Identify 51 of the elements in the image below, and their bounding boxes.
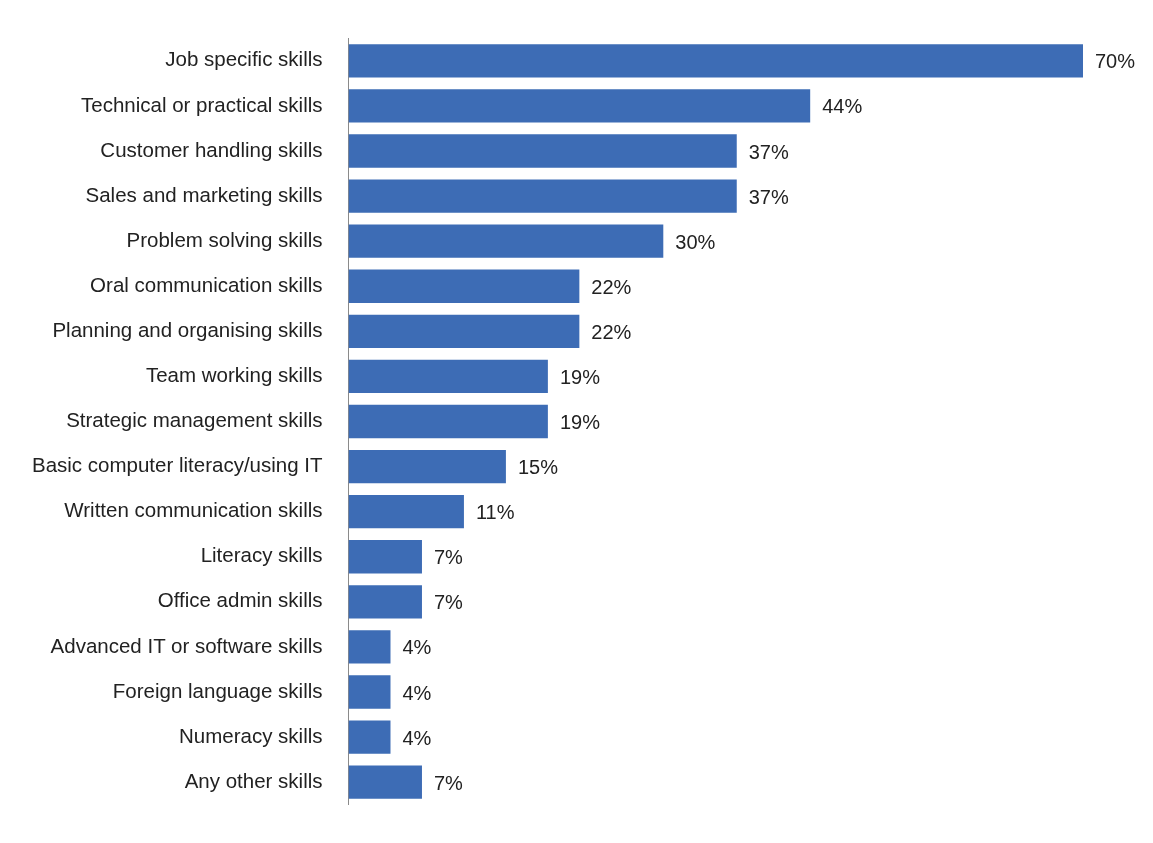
y-tick-label: Customer handling skills bbox=[100, 137, 323, 161]
bar bbox=[348, 720, 391, 754]
y-tick-label: Oral communication skills bbox=[90, 272, 323, 296]
y-tick-label: Team working skills bbox=[145, 363, 323, 387]
data-label: 7% bbox=[433, 591, 464, 614]
data-label: 4% bbox=[402, 726, 432, 749]
bar bbox=[348, 540, 422, 574]
y-tick-label: Office admin skills bbox=[157, 588, 323, 612]
data-label: 19% bbox=[559, 365, 601, 388]
bar bbox=[348, 675, 391, 709]
bar bbox=[348, 404, 548, 439]
bar bbox=[348, 494, 464, 529]
y-tick-label: Job specific skills bbox=[165, 47, 323, 71]
data-label: 19% bbox=[559, 411, 601, 434]
bar bbox=[348, 765, 422, 799]
data-label: 22% bbox=[591, 320, 632, 343]
y-tick-label: Any other skills bbox=[184, 768, 323, 792]
data-label: 70% bbox=[1095, 50, 1136, 73]
data-label: 44% bbox=[822, 95, 863, 118]
data-label: 7% bbox=[433, 546, 464, 569]
y-tick-label: Strategic management skills bbox=[66, 408, 323, 432]
bar bbox=[348, 134, 737, 168]
y-tick-label: Technical or practical skills bbox=[80, 92, 323, 116]
data-label: 4% bbox=[402, 681, 432, 704]
data-label: 37% bbox=[748, 185, 789, 208]
bar bbox=[348, 359, 548, 394]
bar bbox=[348, 224, 664, 258]
bar bbox=[348, 630, 391, 664]
data-label: 37% bbox=[748, 140, 789, 163]
bar bbox=[348, 585, 422, 619]
data-label: 7% bbox=[433, 771, 464, 794]
bar bbox=[348, 269, 580, 303]
bar bbox=[348, 44, 1083, 78]
bar bbox=[348, 449, 506, 484]
y-tick-label: Written communication skills bbox=[64, 498, 323, 522]
y-tick-label: Problem solving skills bbox=[126, 227, 323, 251]
data-label: 30% bbox=[675, 230, 716, 253]
y-tick-label: Numeracy skills bbox=[178, 723, 323, 747]
y-tick-label: Advanced IT or software skills bbox=[50, 633, 323, 657]
data-label: 11% bbox=[475, 501, 515, 524]
y-tick-label: Basic computer literacy/using IT bbox=[31, 453, 323, 477]
y-tick-label: Planning and organising skills bbox=[52, 317, 323, 341]
bar bbox=[348, 314, 580, 349]
data-label: 4% bbox=[402, 636, 432, 659]
data-label: 22% bbox=[591, 275, 632, 298]
y-tick-label: Literacy skills bbox=[200, 543, 323, 567]
bar bbox=[348, 179, 737, 213]
bar bbox=[348, 89, 811, 123]
y-tick-label: Foreign language skills bbox=[112, 678, 323, 702]
data-label: 15% bbox=[517, 456, 559, 479]
y-tick-label: Sales and marketing skills bbox=[85, 182, 323, 206]
